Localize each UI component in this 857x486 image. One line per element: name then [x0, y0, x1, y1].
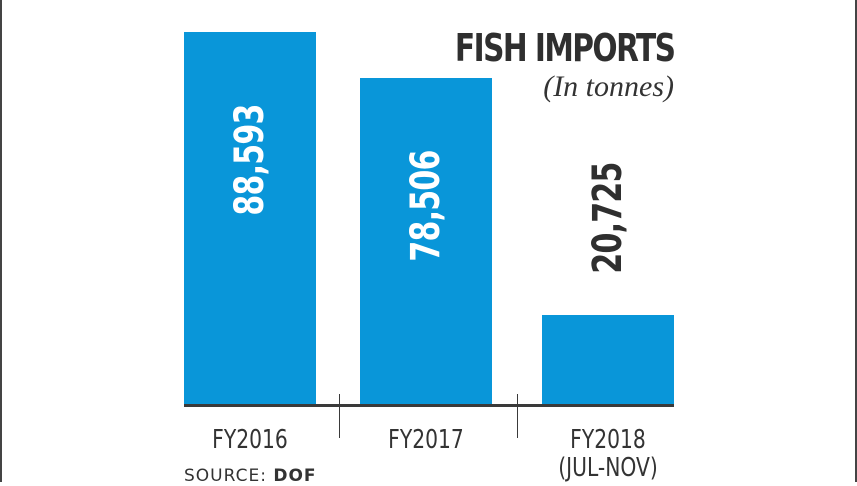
bar-label-fy2018: 20,725	[585, 162, 631, 274]
chart-subtitle: (In tonnes)	[543, 70, 674, 103]
category-label-fy2016: FY2016	[180, 426, 320, 454]
x-axis-line	[184, 404, 674, 407]
category-line: FY2018	[570, 425, 646, 455]
chart-title: FISH IMPORTS	[454, 26, 675, 70]
category-line: FY2016	[212, 425, 288, 455]
bar-fy2017	[360, 78, 492, 405]
source-note: SOURCE: DOF	[184, 466, 317, 486]
category-label-fy2018: FY2018 (JUL-NOV)	[538, 426, 678, 482]
bar-label-fy2017: 78,506	[403, 150, 449, 262]
axis-divider-2	[517, 394, 518, 438]
category-line: FY2017	[388, 425, 464, 455]
frame-border-left	[0, 0, 2, 482]
frame-border-right	[855, 0, 857, 482]
bar-fy2018	[542, 315, 674, 405]
category-line-period: (JUL-NOV)	[558, 453, 658, 483]
source-name: DOF	[273, 466, 317, 486]
axis-divider-1	[339, 394, 340, 438]
category-label-fy2017: FY2017	[356, 426, 496, 454]
source-prefix: SOURCE:	[184, 466, 267, 486]
bar-label-fy2016: 88,593	[227, 104, 273, 216]
bar-fy2016	[184, 32, 316, 405]
